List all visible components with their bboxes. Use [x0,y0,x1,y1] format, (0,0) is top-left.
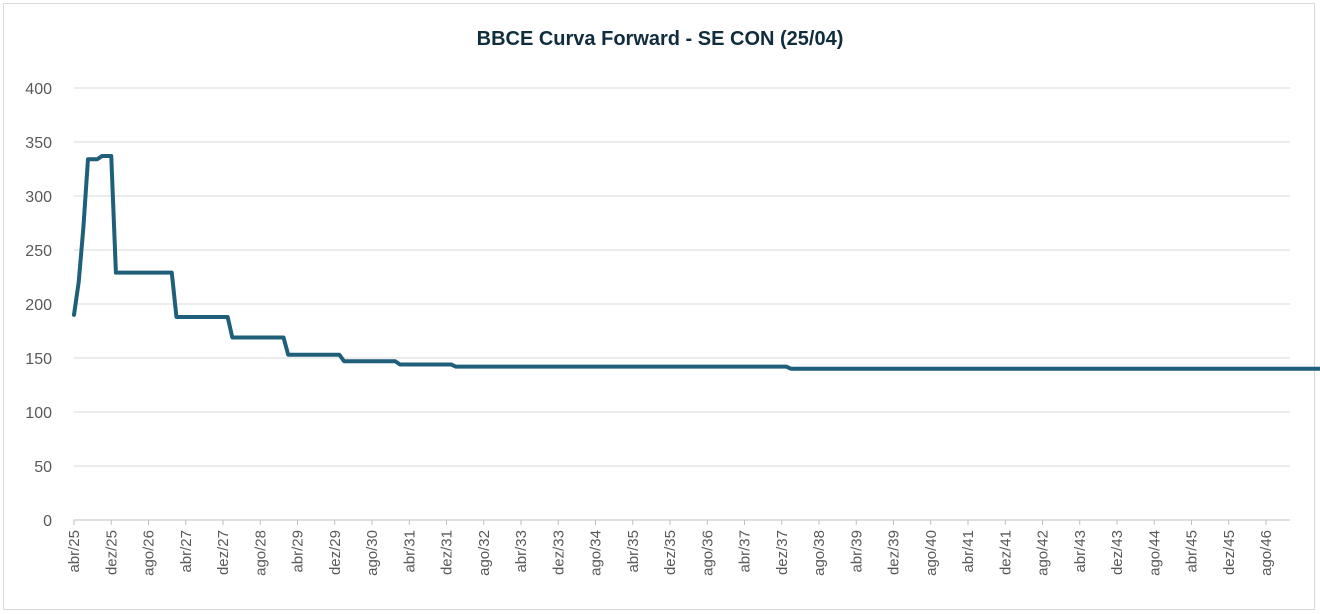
x-tick-label: ago/42 [1035,530,1052,576]
x-tick-label: ago/30 [364,530,381,576]
x-tick-label: abr/39 [848,530,865,573]
chart-title: BBCE Curva Forward - SE CON (25/04) [476,28,844,50]
y-tick-label: 350 [25,135,52,152]
x-tick-label: dez/33 [550,530,567,575]
x-tick-label: ago/28 [252,530,269,576]
x-tick-label: dez/39 [886,530,903,575]
x-tick-label: dez/25 [103,530,120,575]
x-tick-label: ago/32 [476,530,493,576]
x-tick-label: ago/36 [699,530,716,576]
x-tick-label: abr/27 [178,530,195,573]
y-tick-label: 50 [34,459,52,476]
x-tick-label: abr/41 [960,530,977,573]
y-tick-label: 400 [25,81,52,98]
x-tick-label: abr/25 [66,530,83,573]
x-tick-label: abr/33 [513,530,530,573]
series-line [72,154,1320,371]
y-tick-label: 150 [25,351,52,368]
x-tick-label: abr/45 [1184,530,1201,573]
x-tick-label: ago/40 [923,530,940,576]
y-tick-label: 250 [25,243,52,260]
x-tick-label: ago/44 [1146,530,1163,576]
x-tick-label: dez/37 [774,530,791,575]
y-tick-label: 100 [25,405,52,422]
x-tick-label: abr/29 [290,530,307,573]
y-tick-label: 300 [25,189,52,206]
x-tick-label: ago/46 [1258,530,1275,576]
y-tick-label: 200 [25,297,52,314]
y-tick-label: 0 [43,513,52,530]
x-tick-label: dez/35 [662,530,679,575]
x-tick-label: dez/43 [1109,530,1126,575]
x-tick-label: abr/43 [1072,530,1089,573]
x-tick-label: abr/35 [625,530,642,573]
x-tick-label: ago/34 [588,530,605,576]
x-tick-label: dez/41 [997,530,1014,575]
x-tick-label: ago/26 [141,530,158,576]
x-tick-label: dez/31 [439,530,456,575]
x-tick-label: abr/37 [737,530,754,573]
x-tick-label: abr/31 [401,530,418,573]
chart-frame [3,3,1315,610]
x-tick-label: dez/29 [327,530,344,575]
x-tick-label: ago/38 [811,530,828,576]
x-tick-label: dez/27 [215,530,232,575]
x-tick-label: dez/45 [1221,530,1238,575]
